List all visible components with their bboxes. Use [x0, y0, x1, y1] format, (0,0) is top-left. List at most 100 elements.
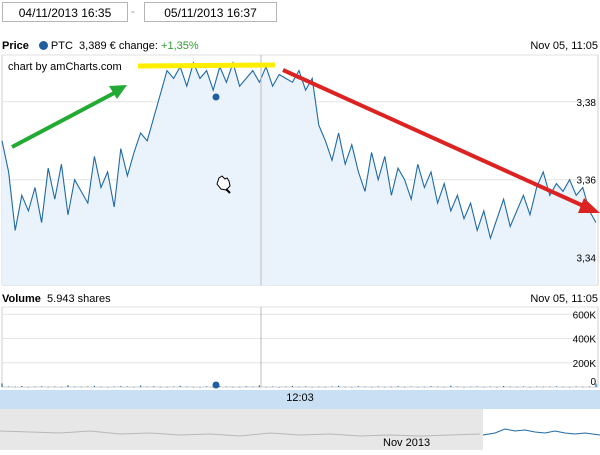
price-area [2, 62, 596, 285]
volume-bar [364, 386, 366, 388]
volume-bar [120, 386, 122, 387]
price-tick-label: 3,38 [577, 98, 597, 109]
volume-bar [265, 386, 267, 388]
price-title: Price [2, 40, 29, 52]
volume-bar [80, 386, 82, 388]
date-from-input[interactable]: 04/11/2013 16:35 [2, 2, 128, 22]
volume-bar [536, 386, 538, 387]
red-arrow-annotation [282, 68, 600, 213]
volume-bar [324, 386, 326, 388]
volume-timestamp: Nov 05, 11:05 [530, 293, 598, 305]
volume-bar [397, 386, 399, 387]
volume-bar [199, 386, 201, 388]
volume-bar [239, 386, 241, 388]
volume-bar [318, 386, 320, 388]
price-tick-label: 3,34 [577, 254, 597, 265]
price-value: 3,389 € [79, 40, 116, 52]
volume-bar [542, 386, 544, 388]
volume-bar [21, 386, 23, 387]
volume-bar [87, 386, 89, 387]
volume-tick-label: 600K [573, 310, 597, 321]
volume-bar [410, 386, 412, 387]
cursor-time-label: 12:03 [286, 392, 314, 404]
volume-bar [179, 385, 181, 387]
volume-bar [384, 386, 386, 388]
volume-bar [595, 383, 597, 387]
volume-bar [47, 386, 49, 388]
volume-bar [522, 386, 524, 387]
volume-bar [555, 386, 557, 387]
volume-bar [443, 386, 445, 388]
volume-bar [74, 386, 76, 388]
volume-bar [93, 385, 95, 387]
volume-bar [258, 385, 260, 387]
change-label: change: [118, 40, 158, 52]
volume-bar [206, 386, 208, 387]
volume-bar [377, 386, 379, 387]
volume-bar [509, 386, 511, 388]
volume-bar [331, 386, 333, 387]
volume-bar [252, 386, 254, 388]
volume-bar [575, 386, 577, 387]
volume-bar [569, 386, 571, 388]
volume-bar [67, 385, 69, 387]
volume-bar [305, 386, 307, 387]
price-timestamp: Nov 05, 11:05 [530, 40, 598, 52]
volume-bar [549, 386, 551, 388]
volume-bar [496, 386, 498, 388]
volume-bar [417, 386, 419, 388]
chart-scrollbar[interactable] [0, 409, 600, 450]
volume-value: 5.943 shares [47, 293, 111, 305]
scrollbar-date-label: Nov 2013 [383, 437, 431, 449]
volume-bar [311, 386, 313, 388]
volume-bar [371, 386, 373, 388]
volume-bar [54, 386, 56, 387]
volume-bar [450, 385, 452, 387]
volume-tick-label: 0 [590, 377, 596, 388]
volume-bar [503, 386, 505, 387]
volume-tick-label: 200K [573, 359, 597, 370]
volume-bar [351, 386, 353, 388]
volume-bar [100, 386, 102, 388]
price-symbol: PTC [50, 40, 73, 52]
yellow-highlight-bar [137, 62, 276, 69]
volume-bar [245, 386, 247, 387]
volume-bar [278, 386, 280, 388]
volume-bar [437, 386, 439, 388]
volume-bar [470, 386, 472, 388]
volume-bar [166, 386, 168, 388]
volume-bar [153, 386, 155, 387]
volume-bar [126, 386, 128, 387]
volume-bar [344, 386, 346, 388]
volume-cursor-point [212, 381, 220, 389]
date-to-input[interactable]: 05/11/2013 16:37 [144, 2, 277, 22]
volume-bar [588, 386, 590, 388]
volume-bar [582, 386, 584, 388]
volume-bar [14, 386, 16, 388]
volume-bar [8, 386, 10, 387]
volume-bar [456, 386, 458, 387]
date-range-separator: - [131, 6, 135, 18]
cursor-time-bar [0, 390, 600, 409]
cursor-point [212, 93, 220, 101]
volume-bar [390, 386, 392, 388]
chart-credit-link[interactable]: chart by amCharts.com [8, 61, 122, 73]
price-panel-header: Price PTC 3,389 € change: +1,35% [2, 40, 199, 52]
volume-bar [133, 386, 135, 388]
volume-bar [113, 386, 115, 388]
hand-cursor-icon [216, 175, 231, 194]
volume-bar [34, 386, 36, 388]
price-tick-label: 3,36 [577, 176, 597, 187]
volume-bar [146, 386, 148, 388]
volume-bar [159, 386, 161, 388]
volume-bar [430, 386, 432, 387]
volume-bar [529, 386, 531, 388]
series-dot-icon [38, 41, 48, 50]
volume-tick-label: 400K [573, 335, 597, 346]
volume-bar [404, 386, 406, 388]
volume-bar [27, 386, 29, 388]
price-series-line [1, 60, 597, 241]
volume-bar [232, 386, 234, 388]
scrollbar-selection[interactable] [483, 409, 600, 450]
